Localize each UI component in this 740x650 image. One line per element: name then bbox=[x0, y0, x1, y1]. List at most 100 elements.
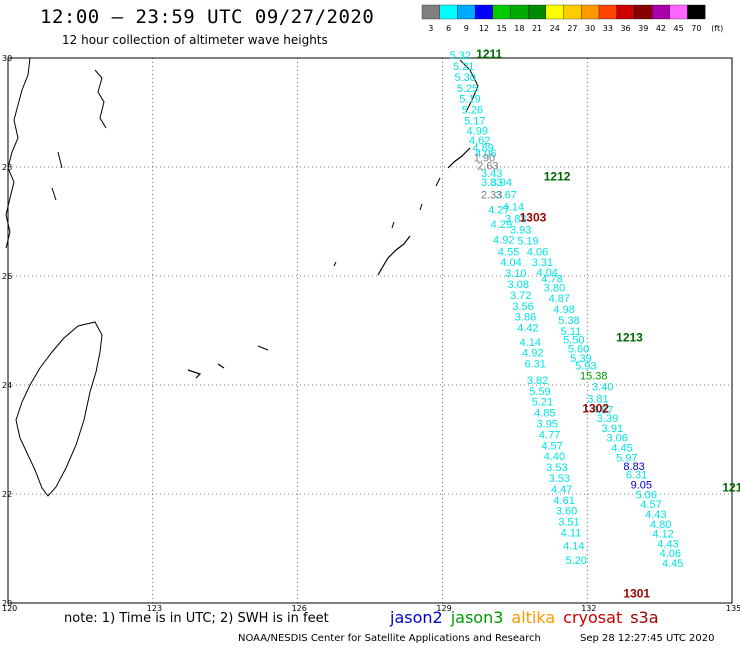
colorbar-swatch bbox=[457, 4, 476, 20]
swh-measurement: 5.30 bbox=[454, 72, 475, 84]
swh-measurement: 3.86 bbox=[515, 312, 536, 324]
swh-measurement: 6.31 bbox=[524, 359, 545, 371]
lon-tick-label: 123 bbox=[147, 604, 162, 613]
colorbar-swatch bbox=[563, 4, 582, 20]
swh-measurement: 5.19 bbox=[517, 235, 538, 247]
lat-tick-label: 26 bbox=[2, 272, 12, 281]
swh-measurement: 5.50 bbox=[563, 335, 584, 347]
swh-measurement: 4.85 bbox=[534, 408, 555, 420]
taiwan-coastline bbox=[15, 321, 103, 497]
pass-number: 1303 bbox=[520, 211, 547, 225]
swh-measurement: 4.06 bbox=[475, 148, 496, 160]
mission-jason2: jason2 bbox=[390, 608, 443, 627]
swh-measurement: 4.77 bbox=[539, 429, 560, 441]
swh-measurement: 4.43 bbox=[645, 509, 666, 521]
swh-measurement: 5.25 bbox=[457, 83, 478, 95]
colorbar-swatch bbox=[598, 4, 617, 20]
swh-measurement: 4.89 bbox=[472, 143, 493, 155]
swh-measurement: 4.47 bbox=[551, 484, 572, 496]
china-islands bbox=[51, 69, 107, 201]
swh-measurement: 5.26 bbox=[462, 105, 483, 117]
swh-measurement: 5.21 bbox=[532, 397, 553, 409]
swh-measurement: 4.92 bbox=[493, 234, 514, 246]
colorbar-swatch bbox=[510, 4, 529, 20]
swh-measurement: 8.83 bbox=[623, 461, 644, 473]
swh-measurement: 4.92 bbox=[522, 348, 543, 360]
colorbar-label: 6 bbox=[446, 24, 451, 33]
colorbar-swatch bbox=[651, 4, 670, 20]
swh-measurement: 5.06 bbox=[635, 489, 656, 501]
lat-tick-label: 22 bbox=[2, 490, 12, 499]
colorbar-swatch bbox=[492, 4, 511, 20]
swh-measurement: 3.95 bbox=[537, 419, 558, 431]
colorbar-label: 27 bbox=[567, 24, 577, 33]
swh-measurement: 3.53 bbox=[546, 462, 567, 474]
swh-measurement: 5.11 bbox=[561, 326, 582, 338]
colorbar-label: 36 bbox=[620, 24, 630, 33]
colorbar-swatch bbox=[421, 4, 440, 20]
swh-measurement: 3.08 bbox=[508, 279, 529, 291]
swh-measurement: 5.21 bbox=[453, 61, 474, 73]
swh-measurement: 4.14 bbox=[503, 202, 524, 214]
colorbar-swatch bbox=[439, 4, 458, 20]
mission-jason3: jason3 bbox=[450, 608, 504, 627]
colorbar-label: 9 bbox=[464, 24, 469, 33]
lat-tick-label: 20 bbox=[2, 599, 12, 608]
pass-number: 1302 bbox=[582, 401, 609, 415]
swh-measurement: 1.90 bbox=[474, 153, 495, 165]
colorbar-label: 24 bbox=[550, 24, 560, 33]
colorbar-swatch bbox=[634, 4, 653, 20]
swh-measurement: 5.93 bbox=[575, 361, 596, 373]
colorbar-swatch bbox=[687, 4, 706, 20]
credit-line: NOAA/NESDIS Center for Satellite Applica… bbox=[238, 633, 541, 644]
okinawa-coastline bbox=[377, 235, 411, 276]
mission-s3a: s3a bbox=[630, 608, 659, 627]
pass-number: 1301 bbox=[623, 587, 650, 601]
swh-measurement: 3.80 bbox=[544, 282, 565, 294]
swh-measurement: 3.53 bbox=[549, 473, 570, 485]
graticule bbox=[7, 57, 733, 604]
swh-measurement: 4.55 bbox=[498, 246, 519, 258]
swh-measurement: 4.57 bbox=[541, 440, 562, 452]
lon-tick-label: 132 bbox=[581, 604, 596, 613]
china-coastline bbox=[5, 57, 31, 249]
swh-measurement: 3.83 bbox=[481, 177, 502, 189]
amami-coastline bbox=[447, 147, 471, 169]
pass-number: 1212 bbox=[544, 170, 571, 184]
swh-measurement: 4.78 bbox=[541, 274, 562, 286]
swh-measurement: 4.45 bbox=[611, 442, 632, 454]
swh-measurement: 3.60 bbox=[556, 506, 577, 518]
coastlines bbox=[5, 57, 479, 497]
swh-measurement: 5.59 bbox=[529, 386, 550, 398]
swh-measurement: 4.11 bbox=[561, 528, 582, 540]
swh-measurement: 4.14 bbox=[563, 541, 584, 553]
lat-tick-label: 24 bbox=[2, 381, 12, 390]
pass-number: 1213 bbox=[616, 330, 643, 344]
swh-measurement: 3.82 bbox=[527, 375, 548, 387]
altimeter-tracks: 5.325.215.305.255.195.265.174.994.624.89… bbox=[450, 50, 684, 570]
swh-measurement: 4.42 bbox=[517, 323, 538, 335]
pass-number: 1211 bbox=[476, 47, 502, 61]
swh-measurement: 4.87 bbox=[549, 293, 570, 305]
swh-measurement: 2.33 bbox=[481, 190, 502, 202]
colorbar-label: 12 bbox=[479, 24, 489, 33]
swh-measurement: 4.14 bbox=[520, 337, 541, 349]
page-subtitle: 12 hour collection of altimeter wave hei… bbox=[62, 33, 328, 47]
color-legend: 3 6 9 12 15 18 21 24 27 30 33 36 39 42 45 70 (ft) bbox=[421, 4, 723, 33]
swh-measurement: 4.12 bbox=[652, 529, 673, 541]
colorbar-swatch bbox=[545, 4, 564, 20]
swh-measurement: 3.93 bbox=[510, 224, 531, 236]
kyushu-islands bbox=[459, 59, 479, 113]
colorbar-swatch bbox=[474, 4, 493, 20]
lat-tick-label: 30 bbox=[2, 54, 12, 63]
mission-cryosat: cryosat bbox=[563, 608, 623, 627]
colorbar-swatch bbox=[616, 4, 635, 20]
swh-measurement: 3.91 bbox=[602, 423, 623, 435]
swh-measurement: 3.43 bbox=[481, 168, 502, 180]
swh-measurement: 5.32 bbox=[450, 50, 471, 62]
swh-measurement: 3.81 bbox=[587, 393, 608, 405]
mission-legend: jason2 jason3 altika cryosat s3a bbox=[390, 608, 667, 627]
swh-measurement: 4.27 bbox=[488, 204, 509, 216]
